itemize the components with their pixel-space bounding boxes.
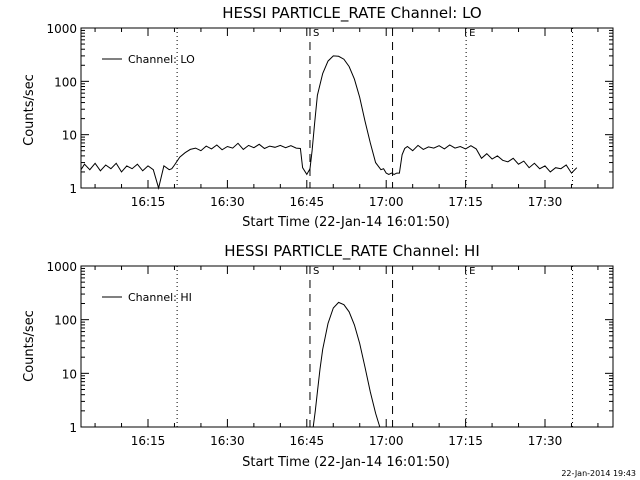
legend: Channel: LO	[102, 53, 195, 66]
x-tick-label: 17:15	[448, 434, 483, 448]
plot-frame	[80, 27, 614, 189]
y-axis-label: Counts/sec	[22, 310, 37, 382]
legend-entry: Channel: HI	[128, 291, 192, 304]
series-line-channel-lo	[80, 55, 578, 190]
y-tick-label: 100	[54, 314, 77, 328]
event-marker-label: S	[313, 28, 319, 39]
chart-title: HESSI PARTICLE_RATE Channel: LO	[222, 4, 481, 23]
lo-channel-panel: HESSI PARTICLE_RATE Channel: LO Counts/s…	[22, 4, 614, 230]
event-marker-label: E	[469, 28, 475, 39]
x-axis-label: Start Time (22-Jan-14 16:01:50)	[242, 455, 450, 470]
x-tick-label: 16:30	[210, 195, 245, 209]
x-tick-label: 17:15	[448, 195, 483, 209]
event-marker-label: E	[469, 266, 475, 277]
x-tick-label: 16:30	[210, 434, 245, 448]
event-marker-label: S	[313, 266, 319, 277]
y-tick-label: 10	[62, 367, 77, 381]
y-tick-label: 10	[62, 129, 77, 143]
x-tick-label: 16:45	[290, 434, 325, 448]
legend-entry: Channel: LO	[128, 53, 195, 66]
y-tick-label: 1000	[46, 22, 77, 36]
x-tick-label: 17:00	[369, 195, 404, 209]
series-line-channel-hi	[312, 301, 381, 428]
x-tick-label: 16:45	[290, 195, 325, 209]
legend: Channel: HI	[102, 291, 192, 304]
x-tick-label: 17:30	[528, 434, 563, 448]
x-tick-label: 16:15	[131, 434, 166, 448]
y-tick-label: 100	[54, 75, 77, 89]
x-tick-label: 16:15	[131, 195, 166, 209]
plot-frame	[80, 265, 614, 428]
y-tick-label: 1000	[46, 260, 77, 274]
generation-timestamp: 22-Jan-2014 19:43	[561, 469, 636, 478]
y-tick-label: 1	[69, 421, 77, 435]
x-tick-label: 17:00	[369, 434, 404, 448]
x-axis-label: Start Time (22-Jan-14 16:01:50)	[242, 215, 450, 230]
chart-title: HESSI PARTICLE_RATE Channel: HI	[224, 242, 480, 261]
x-tick-label: 17:30	[528, 195, 563, 209]
y-axis-label: Counts/sec	[22, 74, 37, 146]
hi-channel-panel: HESSI PARTICLE_RATE Channel: HI Counts/s…	[22, 242, 614, 470]
y-tick-label: 1	[69, 182, 77, 196]
